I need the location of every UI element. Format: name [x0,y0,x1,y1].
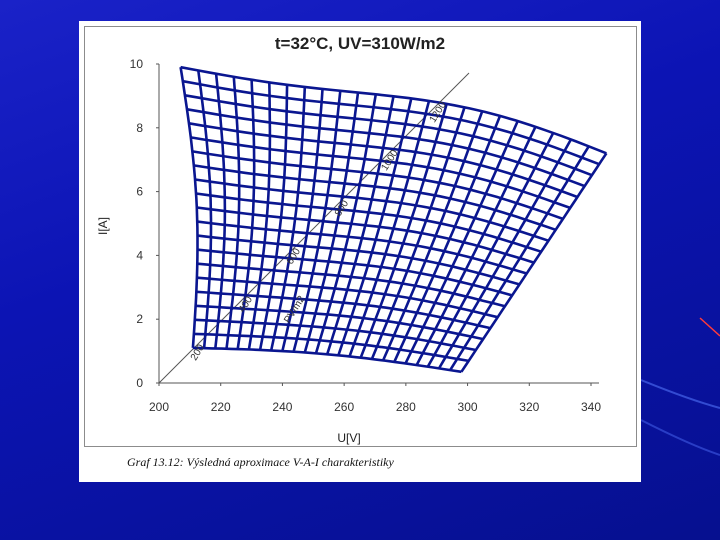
x-tick-label: 240 [272,400,292,414]
mesh-curve [449,145,590,371]
depth-tick-label: 400 [237,294,255,314]
x-tick-label: 340 [581,400,601,414]
mesh-curve [381,110,484,361]
x-tick-label: 320 [519,400,539,414]
mesh-curve [314,94,378,354]
mesh-curve [179,66,199,348]
chart-area: 200 220 240 260 280 300 320 3400246810U[V]I[A]2… [96,57,608,445]
mesh-curve [214,73,227,349]
mesh-curve [337,98,413,356]
y-tick-label: 6 [136,185,143,199]
surface-mesh [179,65,608,374]
mesh-curve [225,76,241,349]
y-tick-label: 4 [136,248,143,262]
x-tick-label: 200 [149,400,169,414]
chart-title: t=32°C, UV=310W/m2 [274,34,446,53]
slide-card: t=32°C, UV=310W/m2 200 220 240 260 280 300 320… [79,21,641,482]
mesh-curve [258,84,289,351]
mesh-curve [292,90,342,353]
mesh-curve [303,92,360,353]
mesh-curve [269,86,307,351]
mesh-curve [281,88,324,352]
figure-caption: Graf 13.12: Výsledná aproximace V-A-I ch… [127,455,394,469]
mesh-curve [325,96,395,355]
mesh-curve [197,70,213,349]
y-axis-label: I[A] [96,217,110,235]
mesh-curve [359,103,448,359]
mesh-curve [437,138,573,370]
mesh-curve [393,115,502,363]
mesh-curve [415,126,537,366]
mesh-curve [236,79,256,350]
mesh-curve [404,120,519,364]
mesh-curve [247,82,272,350]
x-tick-label: 220 [211,400,231,414]
plot-frame [84,26,637,447]
y-tick-label: 8 [136,121,143,135]
y-tick-label: 2 [136,312,143,326]
y-tick-label: 10 [130,57,144,71]
x-axis-label: U[V] [337,431,360,445]
x-tick-label: 300 [458,400,478,414]
x-tick-label: 280 [396,400,416,414]
y-tick-label: 0 [136,376,143,390]
mesh-curve [370,106,466,360]
depth-tick-label: 800 [333,198,351,218]
mesh-curve [426,132,555,368]
mesh-curve [348,100,431,357]
mesh-curve [460,152,608,373]
x-tick-label: 260 [334,400,354,414]
